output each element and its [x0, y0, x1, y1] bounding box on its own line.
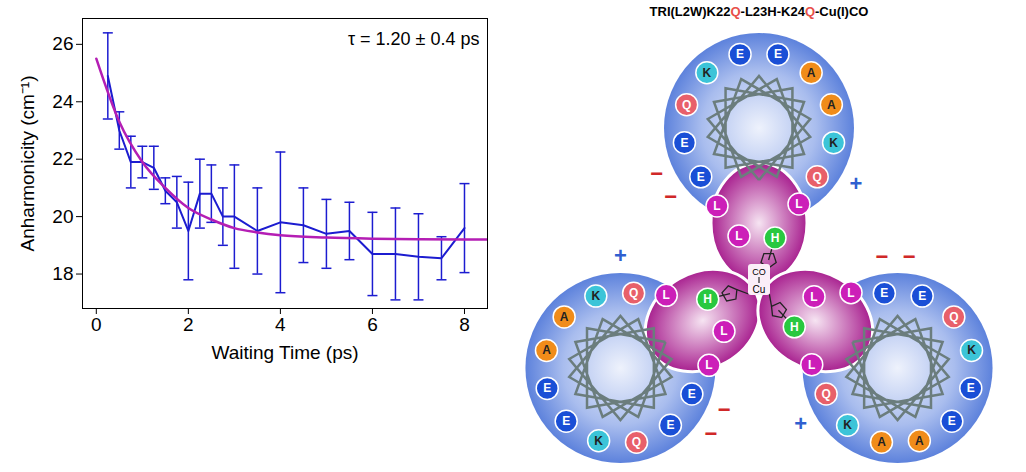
svg-text:0: 0	[91, 314, 102, 335]
svg-text:E: E	[680, 136, 688, 150]
svg-text:Q: Q	[821, 387, 830, 401]
svg-text:4: 4	[275, 314, 286, 335]
svg-text:L: L	[713, 199, 720, 213]
svg-text:K: K	[843, 418, 852, 432]
svg-text:L: L	[808, 358, 815, 372]
svg-text:18: 18	[52, 263, 73, 284]
svg-text:A: A	[827, 98, 836, 112]
svg-text:Q: Q	[632, 435, 641, 449]
svg-text:−: −	[664, 184, 677, 209]
svg-text:L: L	[735, 229, 742, 243]
svg-text:+: +	[794, 411, 807, 436]
svg-text:Waiting Time (ps): Waiting Time (ps)	[211, 342, 358, 363]
svg-text:K: K	[594, 434, 603, 448]
svg-text:L: L	[720, 324, 727, 338]
svg-text:E: E	[562, 414, 570, 428]
svg-text:L: L	[795, 197, 802, 211]
svg-text:Q: Q	[949, 310, 958, 324]
svg-text:A: A	[915, 434, 924, 448]
svg-text:−: −	[876, 244, 889, 269]
svg-text:K: K	[703, 66, 712, 80]
svg-text:E: E	[543, 381, 551, 395]
svg-text:K: K	[967, 343, 976, 357]
svg-text:6: 6	[367, 314, 378, 335]
svg-text:E: E	[774, 47, 782, 61]
svg-text:Q: Q	[682, 98, 691, 112]
svg-text:E: E	[880, 286, 888, 300]
svg-text:22: 22	[52, 148, 73, 169]
svg-text:H: H	[703, 292, 712, 306]
svg-text:−: −	[903, 244, 916, 269]
svg-text:−: −	[705, 421, 718, 446]
svg-text:TRI(L2W)K22Q-L23H-K24Q-Cu(I)CO: TRI(L2W)K22Q-L23H-K24Q-Cu(I)CO	[650, 4, 869, 19]
svg-text:L: L	[810, 290, 817, 304]
svg-text:E: E	[666, 418, 674, 432]
svg-text:E: E	[948, 414, 956, 428]
svg-text:L: L	[847, 286, 854, 300]
svg-text:+: +	[614, 243, 627, 268]
svg-text:E: E	[697, 170, 705, 184]
svg-text:L: L	[663, 288, 670, 302]
svg-text:CO: CO	[752, 267, 766, 277]
svg-text:K: K	[591, 289, 600, 303]
svg-text:K: K	[829, 136, 838, 150]
svg-text:E: E	[967, 381, 975, 395]
svg-text:2: 2	[183, 314, 194, 335]
svg-text:Cu: Cu	[753, 284, 766, 295]
svg-text:τ = 1.20 ± 0.4 ps: τ = 1.20 ± 0.4 ps	[348, 29, 480, 49]
svg-text:Q: Q	[813, 170, 822, 184]
svg-text:Anharmonicity (cm⁻¹): Anharmonicity (cm⁻¹)	[17, 76, 38, 252]
svg-text:H: H	[790, 320, 799, 334]
svg-text:A: A	[542, 343, 551, 357]
svg-text:E: E	[736, 47, 744, 61]
svg-text:A: A	[560, 310, 569, 324]
svg-text:8: 8	[459, 314, 470, 335]
svg-text:E: E	[918, 289, 926, 303]
svg-text:Q: Q	[629, 286, 638, 300]
svg-text:+: +	[850, 171, 863, 196]
svg-text:20: 20	[52, 206, 73, 227]
svg-text:−: −	[650, 161, 663, 186]
svg-text:A: A	[807, 66, 816, 80]
svg-text:E: E	[688, 387, 696, 401]
svg-text:26: 26	[52, 33, 73, 54]
svg-text:L: L	[705, 358, 712, 372]
svg-text:A: A	[877, 435, 886, 449]
svg-text:H: H	[771, 231, 780, 245]
svg-text:24: 24	[52, 91, 74, 112]
svg-text:−: −	[718, 397, 731, 422]
